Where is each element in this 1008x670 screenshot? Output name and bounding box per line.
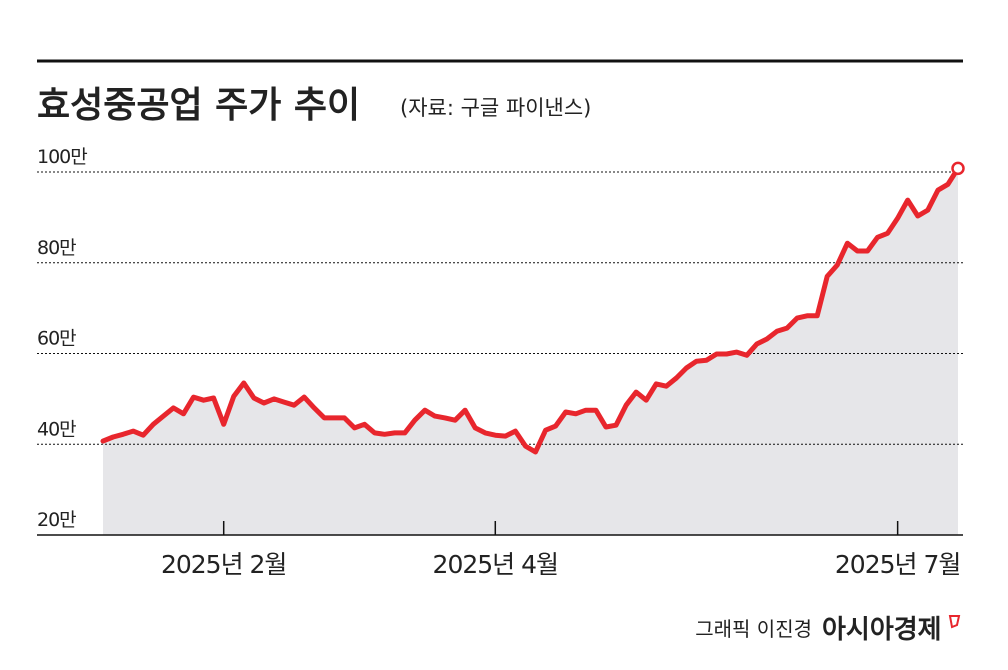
y-tick-label: 40만: [37, 418, 76, 440]
end-point: [951, 161, 965, 176]
x-tick-label: 2025년 7월: [835, 550, 960, 579]
credit: 그래픽 이진경: [695, 617, 812, 641]
brand-logo: [948, 615, 961, 629]
chart-title: 효성중공업 주가 추이: [37, 85, 360, 126]
y-tick-label: 60만: [37, 328, 76, 350]
chart-subtitle: (자료: 구글 파이낸스): [400, 96, 591, 120]
y-tick-label: 80만: [37, 237, 76, 259]
line: [100, 165, 961, 455]
area: [103, 168, 958, 535]
brand: 아시아경제: [822, 615, 942, 645]
x-tick-label: 2025년 4월: [433, 550, 558, 579]
y-tick-label: 100만: [37, 146, 87, 168]
x-tick-label: 2025년 2월: [161, 550, 286, 579]
y-tick-label: 20만: [37, 509, 76, 531]
